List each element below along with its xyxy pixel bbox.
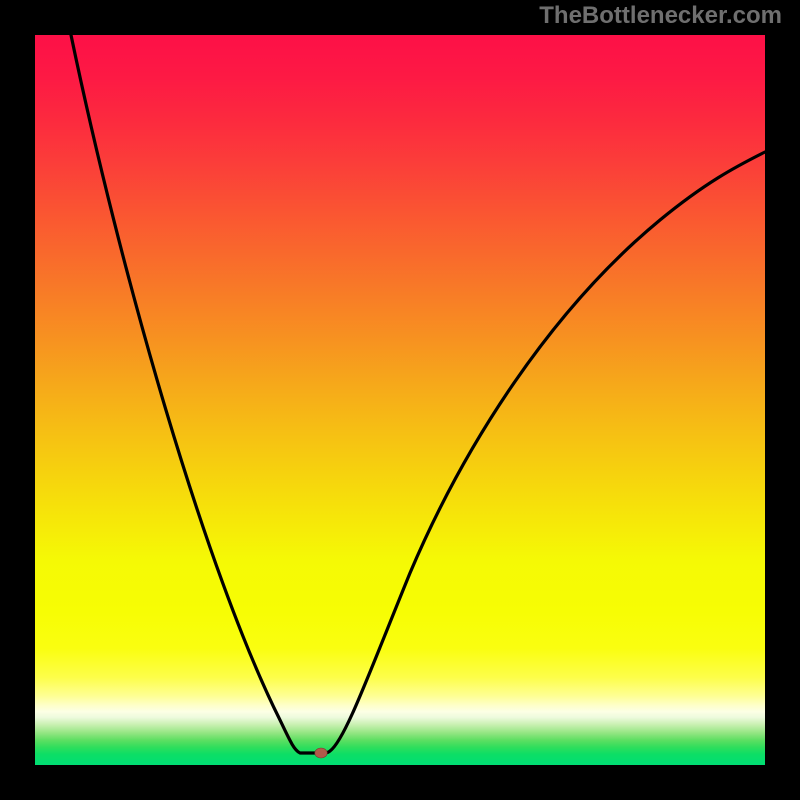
plot-background xyxy=(35,35,765,765)
watermark-text: TheBottlenecker.com xyxy=(539,2,782,30)
chart-svg xyxy=(0,0,800,800)
chart-container: TheBottlenecker.com xyxy=(0,0,800,800)
optimal-point-marker xyxy=(315,748,327,758)
